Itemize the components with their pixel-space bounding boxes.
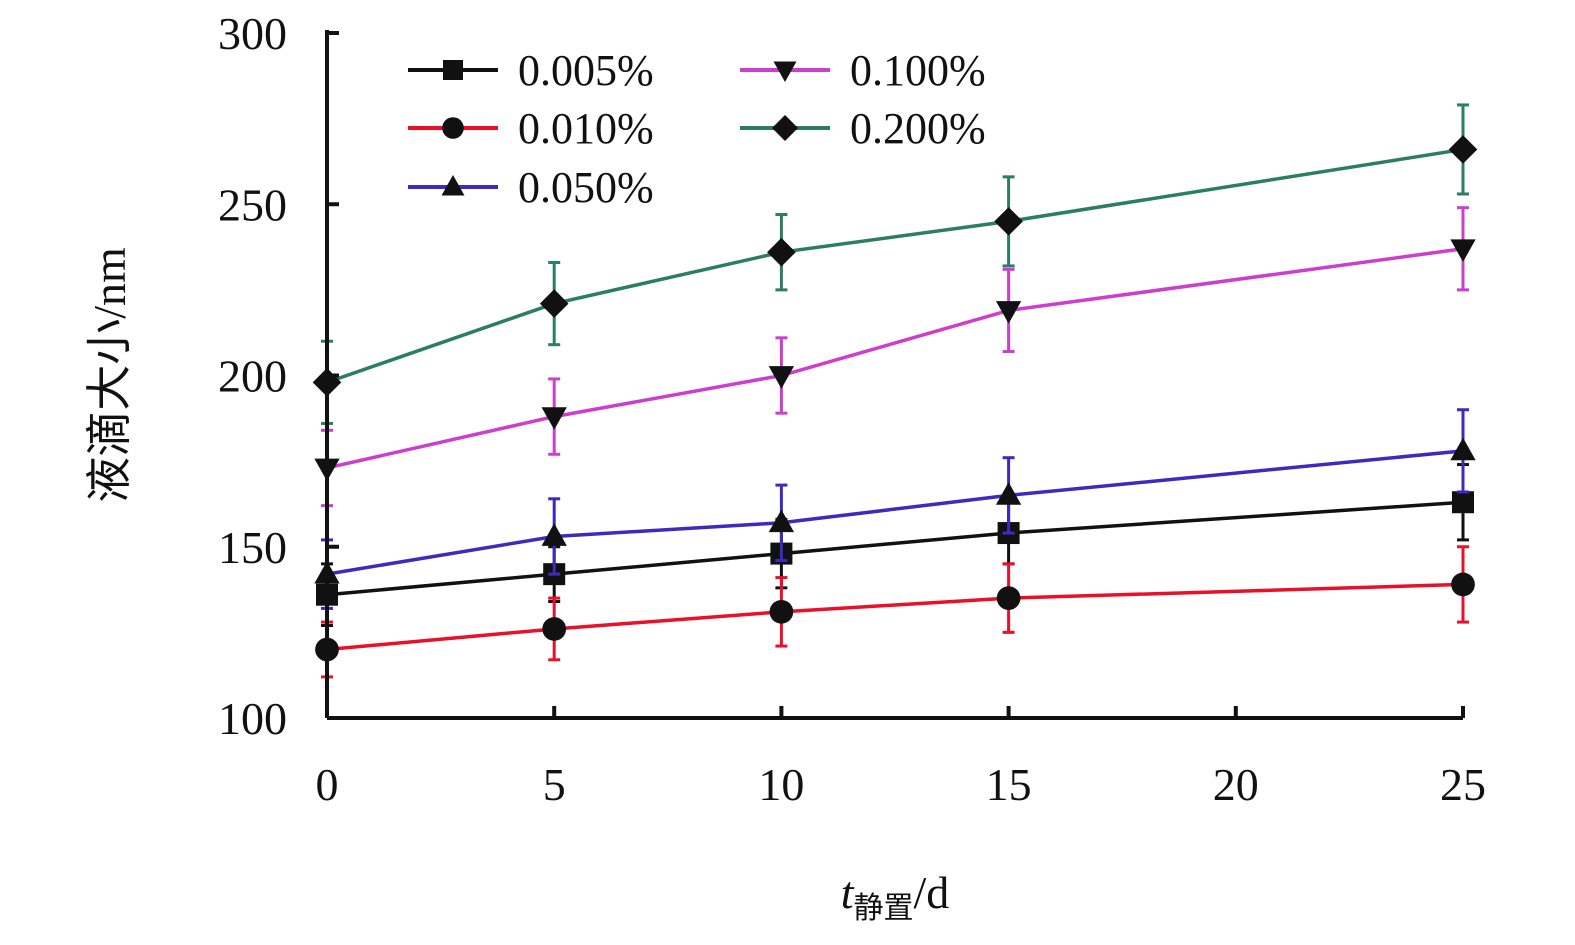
data-point <box>996 586 1021 611</box>
data-point <box>1450 239 1476 262</box>
y-tick-label: 150 <box>218 522 287 573</box>
axes-layer: 100 150 200 250 300 0 5 10 15 20 25 <box>218 8 1486 810</box>
data-point <box>768 366 795 389</box>
data-point <box>995 301 1022 324</box>
data-point <box>1451 572 1475 597</box>
data-point <box>1452 491 1474 514</box>
series-line <box>326 500 1464 597</box>
legend-item: 0.050% <box>408 163 654 212</box>
legend-item: 0.100% <box>740 46 986 95</box>
x-axis-title-unit: /d <box>914 867 950 918</box>
x-tick-label: 0 <box>316 759 339 810</box>
x-tick-label: 5 <box>543 759 566 810</box>
data-point <box>767 237 796 267</box>
legend-label: 0.050% <box>518 163 654 212</box>
series-layer <box>312 103 1478 679</box>
legend-marker <box>443 60 463 80</box>
legend-marker <box>442 117 464 139</box>
legend-item: 0.010% <box>408 104 654 153</box>
legend-label: 0.010% <box>518 104 654 153</box>
data-point <box>539 289 569 318</box>
legend-label: 0.005% <box>518 46 654 95</box>
series-0.010% <box>315 545 1475 679</box>
y-tick-label: 250 <box>218 179 287 230</box>
legend-item: 0.005% <box>408 46 654 95</box>
legend-marker <box>773 61 797 82</box>
y-axis-title: 液滴大小/nm <box>84 247 135 503</box>
series-line <box>326 247 1464 470</box>
legend-item: 0.200% <box>740 104 986 153</box>
series-line <box>326 147 1464 385</box>
data-point <box>995 482 1022 505</box>
data-point <box>994 207 1023 236</box>
x-tick-label: 25 <box>1440 759 1486 810</box>
legend-marker <box>441 175 465 196</box>
series-0.050% <box>314 408 1476 610</box>
y-tick-label: 300 <box>218 8 287 59</box>
x-axis-title-sub: 静置 <box>854 892 914 925</box>
legend-label: 0.200% <box>850 104 986 153</box>
x-axis-title: t静置/d <box>841 867 950 925</box>
x-axis-title-main: t <box>841 867 855 918</box>
data-point <box>1450 437 1476 461</box>
data-point <box>769 599 794 624</box>
data-point <box>541 523 567 546</box>
series-0.005% <box>316 463 1474 628</box>
legend-label: 0.100% <box>850 46 986 95</box>
x-tick-label: 15 <box>986 759 1032 810</box>
legend: 0.005% 0.010% 0.050% 0.100% 0.200% <box>408 46 986 212</box>
x-tick-label: 20 <box>1213 759 1259 810</box>
series-line <box>326 582 1464 652</box>
data-point <box>1448 135 1478 164</box>
data-point <box>768 509 795 533</box>
y-tick-label: 100 <box>218 693 287 744</box>
data-point <box>542 617 567 641</box>
series-0.100% <box>314 206 1476 508</box>
y-tick-label: 200 <box>218 351 287 402</box>
x-tick-label: 10 <box>758 759 804 810</box>
data-point <box>541 407 567 430</box>
legend-marker <box>772 115 798 141</box>
